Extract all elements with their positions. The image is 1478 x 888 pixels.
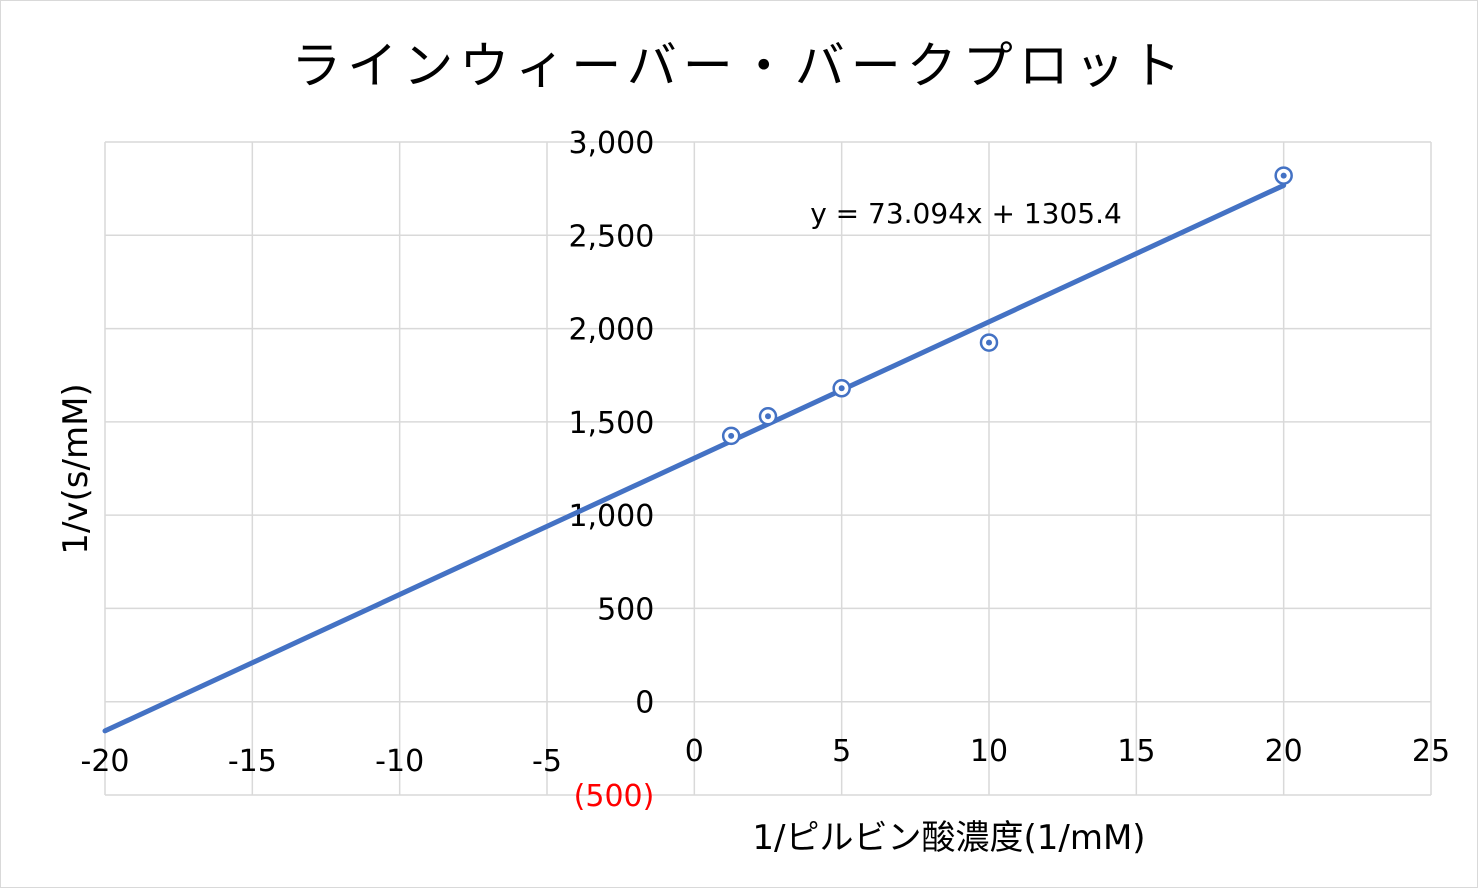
trendline bbox=[102, 182, 1287, 734]
y-tick-label: (500) bbox=[574, 779, 655, 814]
x-tick-label: 10 bbox=[970, 734, 1008, 769]
x-tick-label: -15 bbox=[228, 744, 277, 779]
y-tick-label: 2,000 bbox=[568, 313, 654, 348]
y-tick-label: 500 bbox=[597, 592, 654, 627]
chart-title: ラインウィーバー・バークプロット bbox=[291, 37, 1187, 95]
y-tick-label: 2,500 bbox=[568, 219, 654, 254]
trendline-layer bbox=[102, 182, 1287, 734]
data-point-center bbox=[1280, 172, 1287, 179]
x-tick-label: 5 bbox=[832, 734, 851, 769]
y-tick-label: 0 bbox=[635, 686, 654, 721]
data-point-center bbox=[838, 385, 845, 392]
grid-layer bbox=[104, 141, 1432, 796]
x-tick-label: 0 bbox=[685, 734, 704, 769]
trendline-equation: y = 73.094x + 1305.4 bbox=[810, 197, 1122, 230]
data-point-center bbox=[728, 432, 735, 439]
tick-layer: -20 -15 -10 -5 0 5 10 15 20 25 (500) 0 500 1,000 1,500… bbox=[81, 126, 1451, 814]
x-tick-label: 25 bbox=[1412, 734, 1450, 769]
data-point-center bbox=[986, 339, 992, 346]
data-point-center bbox=[765, 413, 771, 420]
y-tick-label: 3,000 bbox=[568, 126, 654, 161]
x-tick-label: -10 bbox=[375, 744, 424, 779]
x-tick-label: 20 bbox=[1265, 734, 1303, 769]
y-tick-label: 1,000 bbox=[568, 499, 654, 534]
axis-layer bbox=[105, 142, 1431, 795]
y-axis-title: 1/v(s/mM) bbox=[56, 383, 96, 554]
y-tick-label: 1,500 bbox=[568, 406, 654, 441]
x-tick-label: -20 bbox=[81, 744, 130, 779]
x-axis-title: 1/ピルビン酸濃度(1/mM) bbox=[752, 818, 1145, 858]
x-tick-label: 15 bbox=[1117, 734, 1155, 769]
x-tick-label: -5 bbox=[532, 744, 562, 779]
point-layer bbox=[721, 166, 1293, 446]
